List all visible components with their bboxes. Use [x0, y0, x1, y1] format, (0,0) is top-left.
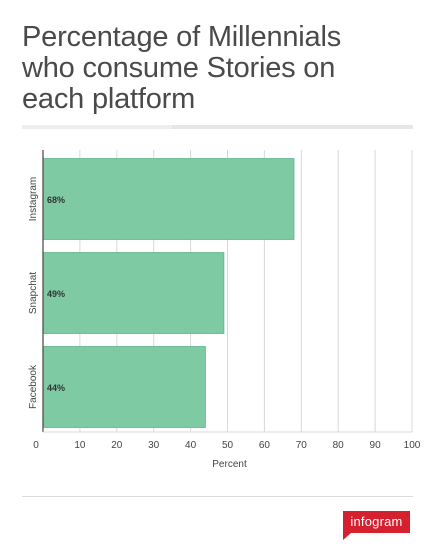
data-label-instagram: 68%	[47, 195, 65, 205]
title-divider	[22, 125, 413, 129]
category-label-facebook: Facebook	[28, 364, 39, 409]
x-tick-label-50: 50	[222, 440, 234, 451]
chart-title-line-3: each platform	[22, 83, 196, 115]
x-tick-label-0: 0	[33, 440, 39, 451]
data-label-snapchat: 49%	[47, 289, 65, 299]
bar-instagram	[42, 158, 295, 240]
chart-title-line-1: Percentage of Millennials	[22, 21, 342, 53]
title-divider-accent	[22, 125, 172, 129]
x-tick-label-20: 20	[111, 440, 123, 451]
bar-snapchat	[42, 252, 225, 334]
x-tick-label-90: 90	[370, 440, 382, 451]
x-tick-label-60: 60	[259, 440, 271, 451]
bar-facebook	[42, 346, 206, 428]
x-tick-label-40: 40	[185, 440, 197, 451]
x-tick-label-10: 10	[74, 440, 86, 451]
category-label-snapchat: Snapchat	[28, 272, 39, 314]
x-tick-label-80: 80	[333, 440, 345, 451]
logo-tail-shape	[343, 533, 351, 540]
x-tick-label-100: 100	[404, 440, 421, 451]
data-label-facebook: 44%	[47, 383, 65, 393]
footer-divider	[22, 496, 413, 497]
x-tick-label-70: 70	[296, 440, 308, 451]
category-label-instagram: Instagram	[28, 177, 39, 221]
chart-title-line-2: who consume Stories on	[22, 52, 336, 84]
x-axis-title: Percent	[212, 459, 247, 470]
x-tick-label-30: 30	[148, 440, 160, 451]
chart-title: Percentage of Millennials who consume St…	[22, 22, 422, 115]
infogram-logo[interactable]: infogram	[343, 511, 410, 540]
infogram-logo-text: infogram	[350, 514, 403, 529]
